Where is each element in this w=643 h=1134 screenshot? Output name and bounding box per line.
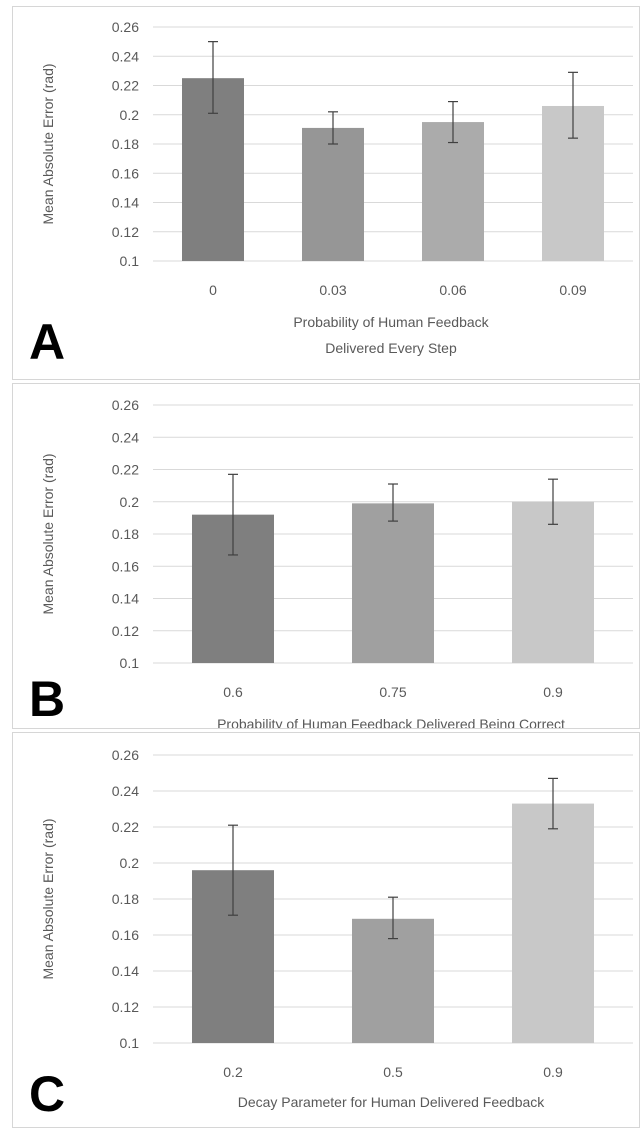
chart-c-svg: 0.1 0.12 0.14 0.16 0.18 0.2 0.22 0.24 0.26 0.2 0.5… — [29, 747, 633, 1122]
bar-c-1 — [352, 918, 434, 1043]
bar-a-2 — [422, 122, 484, 261]
y-tick-label-b: 0.12 — [112, 623, 139, 639]
y-tick-label-a: 0.22 — [112, 78, 139, 94]
y-tick-label-c: 0.2 — [120, 855, 140, 871]
y-tick-label-b: 0.14 — [112, 591, 139, 607]
x-tick-label-a: 0.03 — [319, 282, 346, 298]
panel-letter-c: C — [29, 1066, 65, 1122]
y-tick-label-a: 0.24 — [112, 48, 139, 64]
y-axis-title-b: Mean Absolute Error (rad) — [40, 453, 56, 614]
y-tick-label-a: 0.14 — [112, 195, 139, 211]
chart-a-svg: 0.1 0.12 0.14 0.16 0.18 0.2 0.22 0.24 0.26 0 0.03 0… — [29, 19, 633, 370]
chart-b-svg: 0.1 0.12 0.14 0.16 0.18 0.2 0.22 0.24 0.26 0.6 0.7… — [29, 397, 633, 728]
y-tick-label-c: 0.26 — [112, 747, 139, 763]
y-tick-label-c: 0.22 — [112, 819, 139, 835]
panel-letter-a: A — [29, 314, 65, 370]
x-tick-label-b: 0.9 — [543, 684, 563, 700]
bar-a-1 — [302, 127, 364, 261]
x-tick-label-a: 0.06 — [439, 282, 466, 298]
x-axis-title-b: Probability of Human Feedback Delivered … — [217, 716, 565, 728]
y-axis-title-a: Mean Absolute Error (rad) — [40, 63, 56, 224]
panel-letter-b: B — [29, 671, 65, 727]
y-tick-label-b: 0.1 — [120, 655, 140, 671]
x-axis-title-a: Delivered Every Step — [325, 340, 457, 356]
bar-b-2 — [512, 501, 594, 663]
y-tick-label-a: 0.1 — [120, 253, 140, 269]
y-tick-label-b: 0.16 — [112, 558, 139, 574]
y-tick-label-c: 0.12 — [112, 999, 139, 1015]
x-tick-label-b: 0.75 — [379, 684, 406, 700]
x-tick-label-b: 0.6 — [223, 684, 243, 700]
y-tick-label-a: 0.12 — [112, 224, 139, 240]
y-tick-label-a: 0.26 — [112, 19, 139, 35]
y-tick-label-c: 0.24 — [112, 783, 139, 799]
y-tick-label-b: 0.24 — [112, 429, 139, 445]
y-tick-label-b: 0.2 — [120, 494, 140, 510]
y-tick-label-c: 0.18 — [112, 891, 139, 907]
chart-panel-c: 0.1 0.12 0.14 0.16 0.18 0.2 0.22 0.24 0.26 0.2 0.5… — [12, 732, 640, 1128]
bar-b-1 — [352, 503, 434, 663]
y-tick-label-b: 0.22 — [112, 462, 139, 478]
y-tick-label-b: 0.26 — [112, 397, 139, 413]
bar-c-2 — [512, 803, 594, 1043]
x-tick-label-c: 0.5 — [383, 1064, 403, 1080]
y-tick-label-c: 0.1 — [120, 1035, 140, 1051]
x-axis-title-c: Decay Parameter for Human Delivered Feed… — [238, 1094, 546, 1110]
y-tick-label-a: 0.16 — [112, 165, 139, 181]
x-tick-label-a: 0.09 — [559, 282, 586, 298]
y-tick-label-b: 0.18 — [112, 526, 139, 542]
chart-panel-b: 0.1 0.12 0.14 0.16 0.18 0.2 0.22 0.24 0.26 0.6 0.7… — [12, 383, 640, 729]
x-tick-label-c: 0.9 — [543, 1064, 563, 1080]
y-tick-label-a: 0.2 — [120, 107, 140, 123]
y-axis-title-c: Mean Absolute Error (rad) — [40, 818, 56, 979]
y-tick-label-c: 0.16 — [112, 927, 139, 943]
x-tick-label-a: 0 — [209, 282, 217, 298]
x-axis-title-a: Probability of Human Feedback — [293, 314, 489, 330]
chart-panel-a: 0.1 0.12 0.14 0.16 0.18 0.2 0.22 0.24 0.26 0 0.03 0… — [12, 6, 640, 380]
y-tick-label-a: 0.18 — [112, 136, 139, 152]
y-tick-label-c: 0.14 — [112, 963, 139, 979]
x-tick-label-c: 0.2 — [223, 1064, 243, 1080]
